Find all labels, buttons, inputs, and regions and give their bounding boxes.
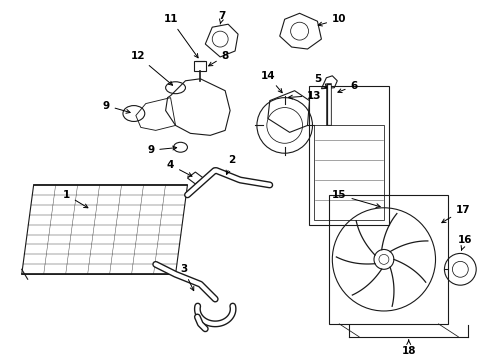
Text: 5: 5 [314,74,327,88]
Text: 3: 3 [180,264,194,291]
Text: 16: 16 [458,234,472,250]
Text: 13: 13 [289,91,322,101]
Text: 9: 9 [147,145,177,155]
Text: 18: 18 [401,340,416,356]
Text: 11: 11 [163,14,198,58]
Text: 1: 1 [63,190,88,208]
Text: 17: 17 [442,205,470,223]
Text: 2: 2 [226,155,236,174]
Text: 7: 7 [219,11,226,24]
Text: 9: 9 [102,100,130,113]
Bar [329,195,448,324]
Text: 15: 15 [332,190,380,207]
Text: 12: 12 [130,51,172,85]
Bar [195,61,206,71]
Text: 14: 14 [261,71,282,93]
Bar [315,125,384,220]
Text: 10: 10 [318,14,346,26]
Bar [310,86,389,225]
Text: 6: 6 [338,81,358,93]
Text: 8: 8 [209,51,229,66]
Text: 4: 4 [167,160,192,176]
